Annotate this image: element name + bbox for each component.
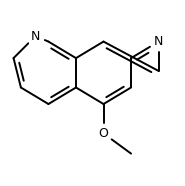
Text: N: N (154, 35, 163, 48)
Text: N: N (31, 30, 40, 43)
Text: O: O (99, 127, 108, 140)
